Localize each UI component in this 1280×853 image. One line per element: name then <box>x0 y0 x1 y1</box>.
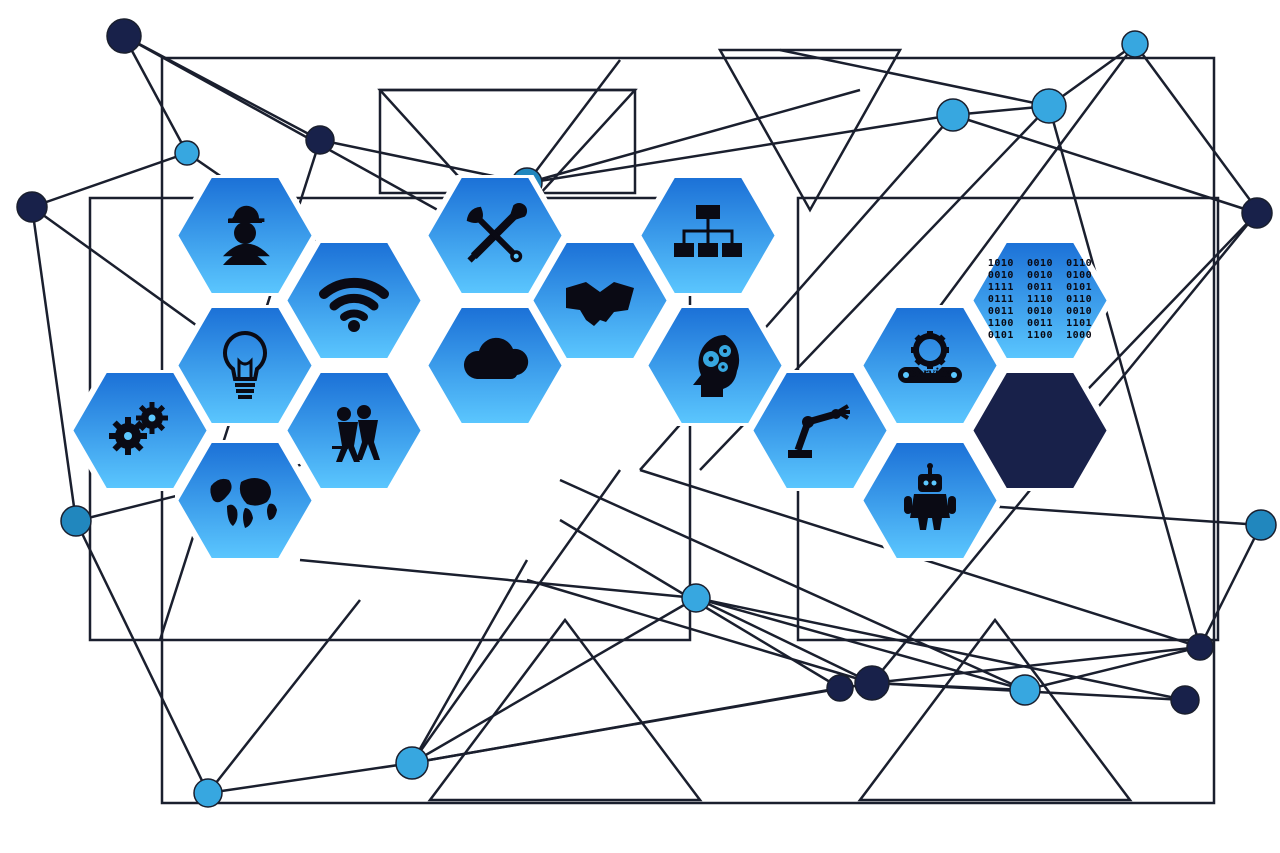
wifi-icon-glyph <box>314 260 394 340</box>
lightbulb-icon-glyph <box>205 325 285 405</box>
dark-hex-icon-glyph <box>1000 390 1080 470</box>
worker-icon-glyph <box>205 195 285 275</box>
robot-icon-glyph <box>890 460 970 540</box>
people-icon-glyph <box>314 390 394 470</box>
gears-icon-glyph <box>100 390 180 470</box>
handshake-icon-glyph <box>560 260 640 340</box>
ai-brain-icon-glyph <box>675 325 755 405</box>
binary-code-text: 1010 0010 0110 0010 0010 0100 1111 0011 … <box>988 258 1092 342</box>
cloud-icon-glyph <box>455 325 535 405</box>
orgchart-icon-glyph <box>668 195 748 275</box>
tools-icon-glyph <box>455 195 535 275</box>
service-icon-glyph: Service <box>890 325 970 405</box>
binary-icon-glyph: 1010 0010 0110 0010 0010 0100 1111 0011 … <box>985 260 1095 340</box>
service-label-text: Service <box>909 366 951 381</box>
cloud-icon <box>425 305 565 426</box>
robot-icon <box>860 440 1000 561</box>
robot-arm-icon-glyph <box>780 390 860 470</box>
world-map-icon-glyph <box>205 460 285 540</box>
world-map-icon <box>175 440 315 561</box>
